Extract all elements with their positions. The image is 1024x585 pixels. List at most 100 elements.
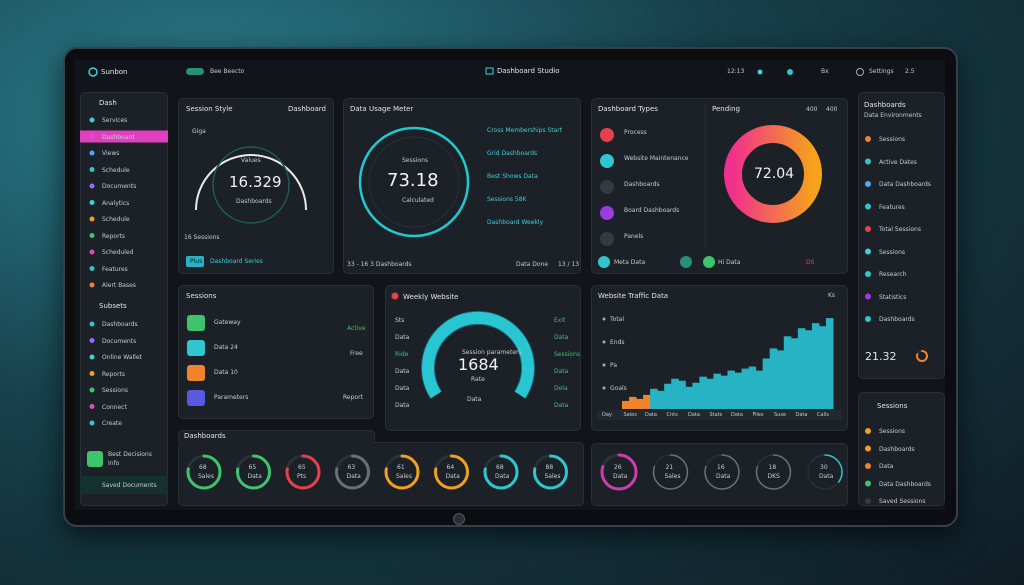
item-icon bbox=[865, 428, 871, 434]
right-panel bbox=[858, 92, 945, 379]
item-icon bbox=[865, 293, 871, 300]
user[interactable]: Bx bbox=[821, 68, 829, 75]
label: Data Done bbox=[516, 261, 549, 268]
status-icon bbox=[757, 69, 763, 75]
bar bbox=[769, 348, 778, 409]
usage-panel bbox=[343, 98, 581, 274]
item-icon bbox=[865, 181, 871, 187]
gauge-label: Sales bbox=[664, 473, 681, 480]
nav-icon bbox=[89, 249, 95, 255]
nav-icon bbox=[89, 387, 95, 393]
tab[interactable]: Bee Beecto bbox=[210, 68, 245, 75]
label: Data bbox=[467, 396, 482, 403]
usage-inner bbox=[368, 136, 460, 228]
x-tick-label: Files bbox=[752, 412, 764, 418]
sidebar bbox=[80, 92, 168, 506]
nav-item[interactable]: Schedule bbox=[102, 216, 130, 223]
bar bbox=[678, 380, 686, 409]
gauge-label: Data bbox=[346, 473, 361, 480]
nav-item[interactable]: Scheduled bbox=[102, 249, 134, 256]
logo bbox=[88, 67, 98, 77]
list-item: Cross Memberships Start bbox=[487, 127, 563, 134]
label: Data Environments bbox=[864, 112, 922, 119]
session-arc bbox=[195, 154, 307, 211]
bar bbox=[748, 366, 757, 409]
nav-item[interactable]: Alert Bases bbox=[102, 282, 136, 289]
axis-label: Dela bbox=[554, 385, 568, 392]
axis-label: Data bbox=[395, 368, 410, 375]
bar bbox=[650, 388, 658, 409]
list-item[interactable]: Dashboards bbox=[879, 316, 915, 323]
item-icon bbox=[865, 316, 871, 322]
item-icon bbox=[865, 480, 871, 487]
axis-label: Data bbox=[554, 402, 569, 409]
gauge-value: 64 bbox=[446, 464, 455, 471]
footer-item[interactable]: Saved Documents bbox=[102, 482, 157, 489]
label: DS bbox=[806, 259, 815, 266]
nav-icon bbox=[89, 167, 95, 172]
list-item: Sessions bbox=[879, 428, 906, 435]
panel-title: Sessions bbox=[877, 402, 908, 410]
list-item[interactable]: Features bbox=[879, 203, 905, 211]
x-tick-label: Data bbox=[645, 412, 657, 418]
row-label: Total bbox=[610, 316, 625, 323]
nav-item[interactable]: Create bbox=[102, 420, 122, 427]
nav-item[interactable]: Dashboards bbox=[102, 321, 138, 328]
session-inner bbox=[212, 146, 290, 224]
nav-item[interactable]: Connect bbox=[102, 403, 127, 411]
action[interactable]: Report bbox=[343, 394, 363, 401]
nav-item[interactable]: Documents bbox=[102, 337, 137, 345]
item-icon bbox=[865, 445, 871, 452]
bar bbox=[811, 323, 820, 409]
x-tick-label: Sales bbox=[623, 412, 637, 418]
bar bbox=[797, 328, 806, 409]
nav-item[interactable]: Schedule bbox=[102, 166, 130, 174]
nav-icon bbox=[89, 404, 95, 409]
nav-item[interactable]: Features bbox=[102, 265, 128, 273]
bar bbox=[790, 338, 799, 409]
x-tick-label: Data bbox=[795, 412, 808, 418]
nav-item[interactable]: Analytics bbox=[102, 199, 130, 207]
home-button[interactable] bbox=[453, 513, 465, 525]
x-tick-label: Cnts bbox=[666, 412, 678, 418]
nav-item[interactable]: Dashboard bbox=[102, 133, 135, 141]
nav-item[interactable]: Sessions bbox=[102, 387, 129, 394]
list-item[interactable]: Sessions bbox=[879, 248, 906, 256]
button[interactable]: Plus bbox=[190, 258, 203, 265]
item-icon bbox=[600, 232, 614, 246]
list-item: Process bbox=[624, 129, 647, 136]
nav-item[interactable]: Reports bbox=[102, 232, 126, 240]
bar bbox=[636, 398, 644, 409]
half-gauge bbox=[422, 311, 534, 399]
list-item[interactable]: Research bbox=[879, 271, 907, 278]
list-item[interactable]: Total Sessions bbox=[879, 226, 921, 233]
nav-item[interactable]: Online Wallet bbox=[102, 354, 142, 361]
gauge-value: 88 bbox=[545, 464, 554, 471]
menu[interactable]: Settings bbox=[869, 68, 894, 75]
list-item[interactable]: Active Dates bbox=[879, 158, 917, 166]
nav-item[interactable]: Views bbox=[102, 150, 120, 157]
list-item[interactable]: Sessions bbox=[879, 136, 906, 143]
item-icon bbox=[865, 248, 871, 255]
item-icon bbox=[865, 158, 871, 165]
axis-label: Data bbox=[395, 402, 410, 409]
donut bbox=[724, 125, 822, 223]
panel-title: Data Usage Meter bbox=[350, 105, 414, 113]
list-item[interactable]: Statistics bbox=[879, 293, 907, 301]
nav-icon bbox=[89, 183, 95, 189]
bullet bbox=[602, 317, 606, 321]
item-icon bbox=[865, 271, 871, 277]
nav-item[interactable]: Reports bbox=[102, 370, 126, 378]
nav-icon bbox=[89, 117, 95, 123]
axis-label: Sts bbox=[395, 317, 405, 324]
nav-item[interactable]: Documents bbox=[102, 183, 137, 190]
list-item[interactable]: Data Dashboards bbox=[879, 181, 931, 188]
bar bbox=[692, 382, 700, 409]
gauge bbox=[533, 454, 568, 490]
x-tick-label: Suse bbox=[774, 412, 787, 418]
gauge bbox=[236, 454, 271, 490]
gauge-label: Data bbox=[495, 473, 510, 480]
gauge-value: 16 bbox=[717, 464, 725, 471]
nav-item[interactable]: Services bbox=[102, 117, 128, 124]
